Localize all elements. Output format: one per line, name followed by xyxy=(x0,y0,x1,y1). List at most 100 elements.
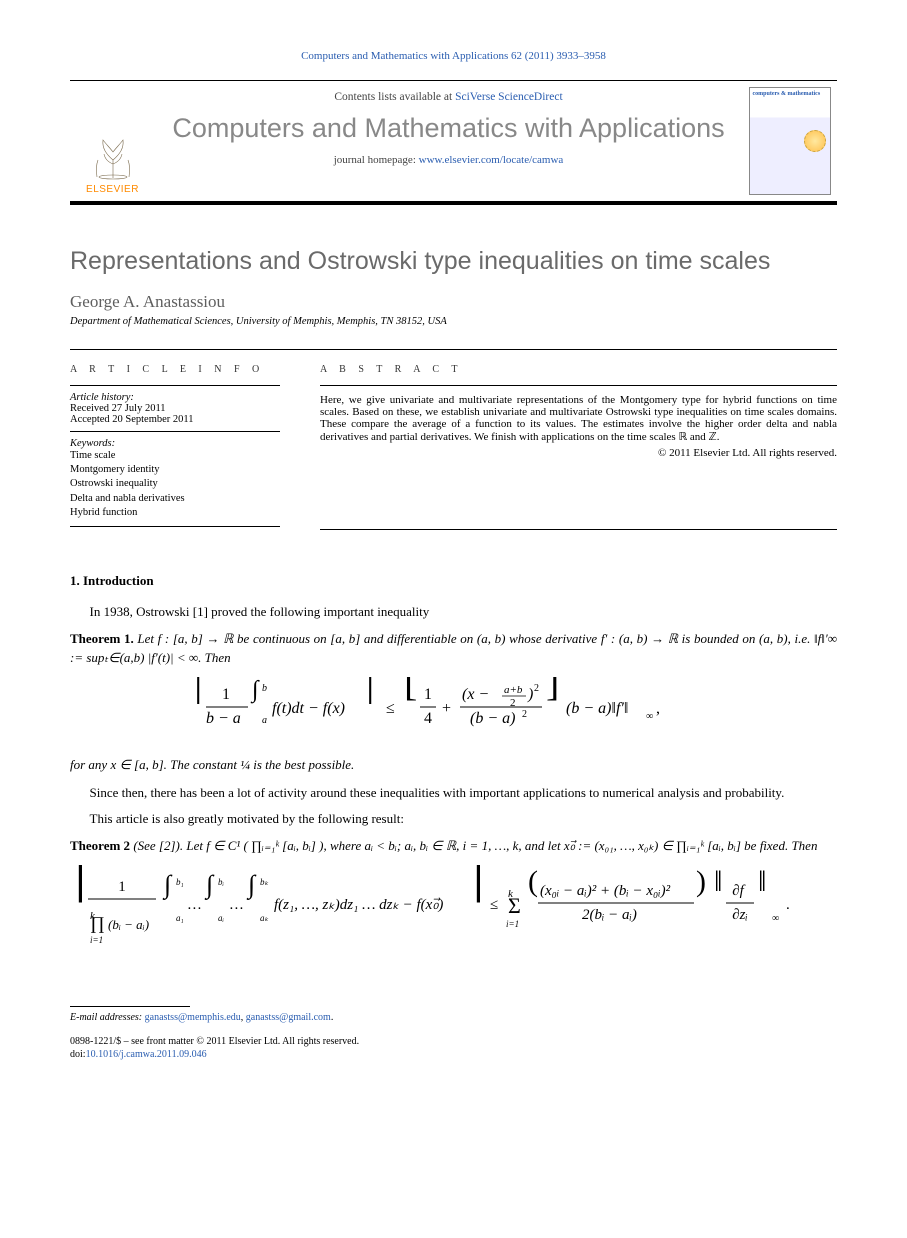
svg-text:≤: ≤ xyxy=(386,700,395,717)
svg-text:i=1: i=1 xyxy=(506,919,519,929)
abstract-text: Here, we give univariate and multivariat… xyxy=(320,394,837,443)
svg-text:∫: ∫ xyxy=(162,870,173,900)
svg-text:|: | xyxy=(194,677,202,705)
elsevier-tree-icon xyxy=(85,127,140,182)
publisher-name: ELSEVIER xyxy=(86,184,139,195)
keyword-item: Hybrid function xyxy=(70,506,280,520)
svg-text:b: b xyxy=(262,683,267,694)
intro-paragraph: In 1938, Ostrowski [1] proved the follow… xyxy=(70,603,837,621)
contents-line: Contents lists available at SciVerse Sci… xyxy=(155,91,742,103)
keyword-item: Time scale xyxy=(70,449,280,463)
header-citation: Computers and Mathematics with Applicati… xyxy=(70,50,837,62)
svg-text:(b − a)‖f′‖: (b − a)‖f′‖ xyxy=(566,700,628,717)
theorem-1: Theorem 1. Let f : [a, b] → ℝ be continu… xyxy=(70,630,837,666)
svg-text:aᵢ: aᵢ xyxy=(218,913,225,923)
theorem-2-cite: (See [2]). xyxy=(133,838,183,853)
doi-label: doi: xyxy=(70,1049,86,1060)
abstract-column: A B S T R A C T Here, we give univariate… xyxy=(320,350,837,533)
email-link-1[interactable]: ganastss@memphis.edu xyxy=(145,1012,241,1023)
svg-text:Σ: Σ xyxy=(508,893,521,918)
svg-text:bₖ: bₖ xyxy=(260,877,269,887)
keywords-list: Time scale Montgomery identity Ostrowski… xyxy=(70,449,280,520)
doi-link[interactable]: 10.1016/j.camwa.2011.09.046 xyxy=(86,1049,207,1060)
svg-text:f(t)dt − f(x): f(t)dt − f(x) xyxy=(272,700,345,717)
keywords-label: Keywords: xyxy=(70,438,280,449)
svg-text:a₁: a₁ xyxy=(176,913,184,923)
svg-text:.: . xyxy=(786,897,790,913)
svg-text:(x −: (x − xyxy=(462,686,489,703)
svg-text:,: , xyxy=(656,700,660,717)
svg-text:…: … xyxy=(230,897,243,913)
journal-masthead: ELSEVIER Contents lists available at Sci… xyxy=(70,80,837,205)
svg-text:4: 4 xyxy=(424,710,432,727)
svg-text:(b − a): (b − a) xyxy=(470,710,515,727)
intro-text: In 1938, Ostrowski [1] proved the follow… xyxy=(90,604,430,619)
svg-text:f(z₁, …, zₖ)dz₁ … dzₖ − f(x₀⃗): f(z₁, …, zₖ)dz₁ … dzₖ − f(x₀⃗) xyxy=(274,897,443,913)
svg-text:aₖ: aₖ xyxy=(260,913,269,923)
svg-text:b − a: b − a xyxy=(206,710,241,727)
theorem-1-tail-text: for any x ∈ [a, b]. The constant ¼ is th… xyxy=(70,757,354,772)
svg-text:(bᵢ − aᵢ): (bᵢ − aᵢ) xyxy=(108,917,149,932)
svg-text:a+b: a+b xyxy=(504,684,523,696)
theorem-1-tail: for any x ∈ [a, b]. The constant ¼ is th… xyxy=(70,756,837,774)
keyword-item: Delta and nabla derivatives xyxy=(70,492,280,506)
cover-thumbnail-wrap: computers & mathematics xyxy=(742,81,837,201)
equation-2: | 1 k ∏ i=1 (bᵢ − aᵢ) ∫ b₁ a₁ … ∫ bᵢ aᵢ … xyxy=(70,865,837,960)
svg-text:]: ] xyxy=(546,677,559,704)
email-label: E-mail addresses: xyxy=(70,1012,145,1023)
cover-title: computers & mathematics xyxy=(753,91,827,98)
sciencedirect-link[interactable]: SciVerse ScienceDirect xyxy=(455,91,563,103)
theorem-1-body: Let f : [a, b] → ℝ be continuous on [a, … xyxy=(70,631,837,664)
contents-prefix: Contents lists available at xyxy=(334,91,455,103)
svg-text:∫: ∫ xyxy=(204,870,215,900)
svg-text:|: | xyxy=(366,677,374,705)
footer-email-line: E-mail addresses: ganastss@memphis.edu, … xyxy=(70,1011,837,1025)
svg-text:a: a xyxy=(262,715,267,726)
doi-line: doi:10.1016/j.camwa.2011.09.046 xyxy=(70,1048,837,1062)
svg-text:): ) xyxy=(527,686,533,703)
svg-text:‖: ‖ xyxy=(758,865,766,898)
author-affiliation: Department of Mathematical Sciences, Uni… xyxy=(70,316,837,327)
homepage-prefix: journal homepage: xyxy=(334,154,419,166)
svg-text:|: | xyxy=(74,865,87,903)
svg-text:): ) xyxy=(696,865,706,898)
svg-text:i=1: i=1 xyxy=(90,935,103,945)
svg-text:2: 2 xyxy=(522,709,527,720)
svg-text:bᵢ: bᵢ xyxy=(218,877,225,887)
svg-text:1: 1 xyxy=(424,686,432,703)
theorem-2-body: Let f ∈ C¹ ( ∏ᵢ₌₁ᵏ [aᵢ, bᵢ] ), where aᵢ … xyxy=(186,838,817,853)
svg-text:+: + xyxy=(442,700,451,717)
homepage-line: journal homepage: www.elsevier.com/locat… xyxy=(155,154,742,166)
paragraph-2: Since then, there has been a lot of acti… xyxy=(70,784,837,802)
homepage-link[interactable]: www.elsevier.com/locate/camwa xyxy=(419,154,564,166)
svg-text:∞: ∞ xyxy=(772,913,779,924)
author-name: George A. Anastassiou xyxy=(70,292,837,312)
section-1-title: 1. Introduction xyxy=(70,573,837,589)
abstract-heading: A B S T R A C T xyxy=(320,364,837,375)
svg-text:1: 1 xyxy=(222,686,230,703)
email-link-2[interactable]: ganastss@gmail.com xyxy=(246,1012,331,1023)
cover-badge-icon xyxy=(804,130,826,152)
svg-text:∏: ∏ xyxy=(90,913,105,933)
theorem-1-label: Theorem 1. xyxy=(70,631,134,646)
svg-text:≤: ≤ xyxy=(490,897,498,913)
article-title: Representations and Ostrowski type inequ… xyxy=(70,247,837,276)
journal-name: Computers and Mathematics with Applicati… xyxy=(155,113,742,144)
history-accepted: Accepted 20 September 2011 xyxy=(70,414,280,425)
svg-text:…: … xyxy=(188,897,201,913)
journal-cover-thumbnail: computers & mathematics xyxy=(749,87,831,195)
copyright-line: © 2011 Elsevier Ltd. All rights reserved… xyxy=(320,447,837,459)
svg-text:(x₀ᵢ − aᵢ)² + (bᵢ − x₀ᵢ)²: (x₀ᵢ − aᵢ)² + (bᵢ − x₀ᵢ)² xyxy=(540,883,671,899)
article-info-heading: A R T I C L E I N F O xyxy=(70,364,280,375)
theorem-2: Theorem 2 (See [2]). Let f ∈ C¹ ( ∏ᵢ₌₁ᵏ … xyxy=(70,837,837,855)
svg-text:2(bᵢ − aᵢ): 2(bᵢ − aᵢ) xyxy=(582,907,637,923)
article-info-column: A R T I C L E I N F O Article history: R… xyxy=(70,350,280,533)
svg-text:(: ( xyxy=(528,865,538,898)
svg-text:∫: ∫ xyxy=(250,677,260,704)
svg-text:‖: ‖ xyxy=(714,865,722,898)
svg-text:∂f: ∂f xyxy=(732,883,745,899)
svg-text:∂zᵢ: ∂zᵢ xyxy=(732,907,748,923)
theorem-2-label: Theorem 2 xyxy=(70,838,130,853)
issn-line: 0898-1221/$ – see front matter © 2011 El… xyxy=(70,1035,837,1049)
publisher-logo-block: ELSEVIER xyxy=(70,81,155,201)
